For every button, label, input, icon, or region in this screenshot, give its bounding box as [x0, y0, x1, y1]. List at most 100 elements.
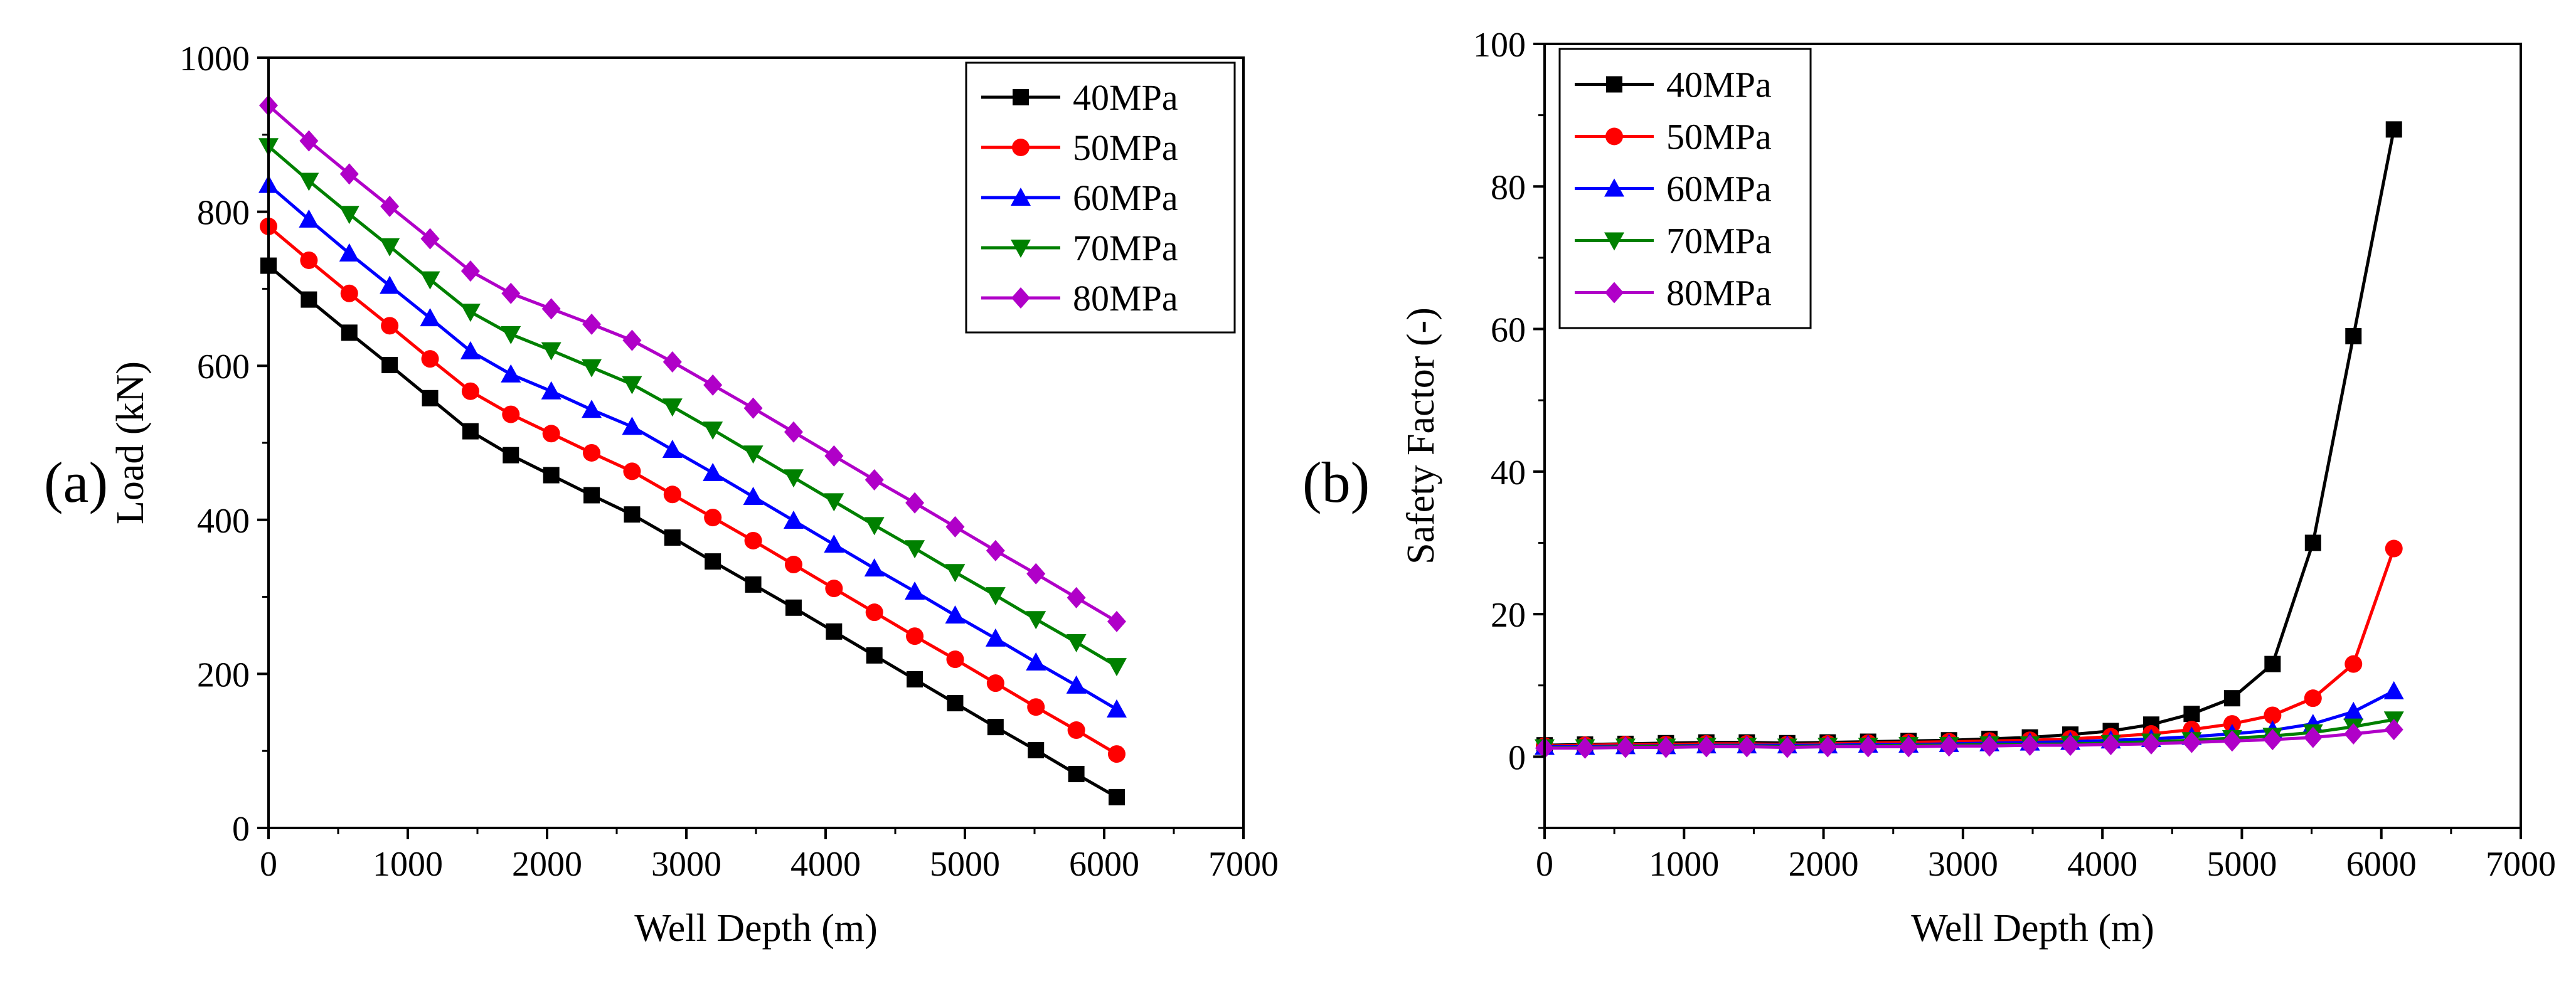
data-point-50MPa-20 — [2344, 655, 2363, 673]
data-point-70MPa-7 — [541, 342, 562, 361]
data-point-50MPa-3 — [381, 317, 399, 335]
x-tick-label: 1000 — [1649, 845, 1719, 884]
data-point-40MPa-20 — [2345, 327, 2362, 344]
data-point-60MPa-8 — [582, 400, 602, 418]
x-tick-label: 5000 — [930, 845, 1000, 884]
data-point-40MPa-8 — [583, 487, 600, 504]
data-point-40MPa-17 — [2223, 690, 2240, 707]
data-point-60MPa-10 — [662, 440, 683, 459]
data-point-70MPa-21 — [1106, 658, 1127, 677]
data-point-80MPa-8 — [1858, 736, 1878, 758]
data-point-70MPa-17 — [945, 564, 966, 583]
y-tick-label: 600 — [197, 347, 250, 386]
data-point-60MPa-2 — [339, 243, 359, 262]
data-point-60MPa-7 — [541, 381, 562, 400]
data-point-70MPa-3 — [380, 238, 400, 257]
data-point-50MPa-20 — [1067, 721, 1085, 740]
x-tick-label: 3000 — [1928, 845, 1998, 884]
data-point-50MPa-21 — [1107, 745, 1126, 763]
data-point-40MPa-9 — [624, 506, 641, 523]
x-tick-label: 6000 — [1069, 845, 1139, 884]
data-point-80MPa-4 — [420, 228, 440, 250]
data-point-40MPa-10 — [664, 529, 681, 546]
data-point-40MPa-11 — [705, 553, 721, 570]
data-point-80MPa-4 — [1696, 736, 1716, 758]
data-point-60MPa-3 — [380, 275, 400, 294]
data-point-60MPa-21 — [1106, 699, 1127, 718]
data-point-80MPa-6 — [501, 282, 521, 304]
legend-marker-70MPa — [1011, 240, 1031, 258]
data-point-70MPa-2 — [339, 206, 359, 225]
legend-label-70MPa: 70MPa — [1073, 228, 1178, 268]
x-tick-label: 5000 — [2206, 845, 2277, 884]
y-tick-label: 1000 — [179, 40, 250, 78]
panel-label: (b) — [1302, 450, 1370, 514]
x-tick-label: 2000 — [512, 845, 582, 884]
data-point-60MPa-16 — [905, 581, 925, 600]
data-point-40MPa-21 — [2385, 121, 2402, 138]
data-point-80MPa-7 — [1818, 736, 1838, 758]
data-point-60MPa-19 — [1026, 652, 1046, 671]
data-point-80MPa-15 — [2141, 733, 2161, 755]
data-point-60MPa-5 — [460, 341, 481, 359]
data-point-80MPa-10 — [1939, 735, 1959, 757]
data-point-70MPa-19 — [1026, 611, 1046, 630]
data-point-80MPa-20 — [2344, 723, 2363, 745]
data-point-40MPa-3 — [381, 356, 398, 373]
data-point-80MPa-1 — [1575, 737, 1595, 759]
x-axis-title: Well Depth (m) — [1911, 907, 2154, 950]
legend-marker-70MPa — [1604, 232, 1624, 251]
data-point-70MPa-20 — [1066, 634, 1087, 653]
x-tick-label: 0 — [260, 845, 277, 884]
data-point-70MPa-15 — [864, 517, 885, 536]
series-line-80MPa — [1545, 728, 2394, 750]
x-tick-label: 4000 — [2067, 845, 2137, 884]
data-point-80MPa-5 — [1737, 736, 1757, 758]
x-tick-label: 2000 — [1789, 845, 1859, 884]
y-tick-label: 40 — [1491, 453, 1526, 492]
data-point-80MPa-21 — [1107, 610, 1126, 632]
data-point-80MPa-9 — [622, 329, 642, 351]
legend: 40MPa 50MPa 60MPa 70MPa 80MPa — [965, 61, 1236, 334]
data-point-80MPa-17 — [945, 516, 965, 538]
data-point-60MPa-4 — [420, 308, 440, 327]
data-point-40MPa-13 — [785, 599, 802, 616]
data-point-50MPa-15 — [865, 603, 883, 622]
data-point-60MPa-14 — [824, 534, 844, 553]
data-point-40MPa-17 — [947, 695, 964, 712]
data-point-50MPa-8 — [583, 443, 601, 462]
panel-b-safety-factor-chart: (b) 0 1000 2000 3000 4000 5000 6000 7000 0 20 40 60 8… — [1302, 26, 2556, 950]
x-tick-label: 7000 — [2486, 845, 2556, 884]
data-point-40MPa-20 — [1068, 766, 1085, 783]
data-point-40MPa-12 — [745, 576, 762, 593]
legend-marker-80MPa — [1011, 287, 1030, 309]
legend-marker-60MPa — [1604, 178, 1624, 197]
y-tick-label: 0 — [232, 810, 250, 849]
data-point-80MPa-11 — [703, 374, 723, 396]
y-tick-label: 80 — [1491, 168, 1526, 207]
data-point-50MPa-16 — [906, 627, 924, 645]
data-point-80MPa-14 — [2101, 734, 2121, 756]
panel-a-load-chart: (a) 0 1000 2000 3000 4000 5000 6000 7000 0 200 400 6… — [44, 40, 1279, 950]
series-60MPa — [258, 174, 1127, 718]
data-point-60MPa-20 — [1066, 675, 1087, 694]
legend-marker-50MPa — [1012, 139, 1030, 156]
series-80MPa — [1535, 719, 2403, 759]
series-line-60MPa — [267, 183, 1118, 711]
data-point-80MPa-12 — [2020, 734, 2040, 756]
x-axis-title: Well Depth (m) — [634, 907, 878, 950]
data-point-80MPa-17 — [2222, 730, 2242, 752]
x-tick-label: 3000 — [651, 845, 721, 884]
x-tick-label: 1000 — [373, 845, 443, 884]
data-point-80MPa-3 — [380, 196, 400, 218]
data-point-60MPa-17 — [945, 605, 966, 624]
legend-label-50MPa: 50MPa — [1073, 127, 1178, 168]
data-point-80MPa-13 — [784, 421, 803, 443]
data-point-50MPa-11 — [704, 509, 722, 527]
data-point-80MPa-3 — [1656, 736, 1676, 758]
data-point-40MPa-1 — [301, 291, 317, 308]
data-point-40MPa-15 — [866, 647, 883, 664]
data-point-80MPa-7 — [541, 298, 561, 320]
data-point-70MPa-10 — [662, 398, 683, 417]
